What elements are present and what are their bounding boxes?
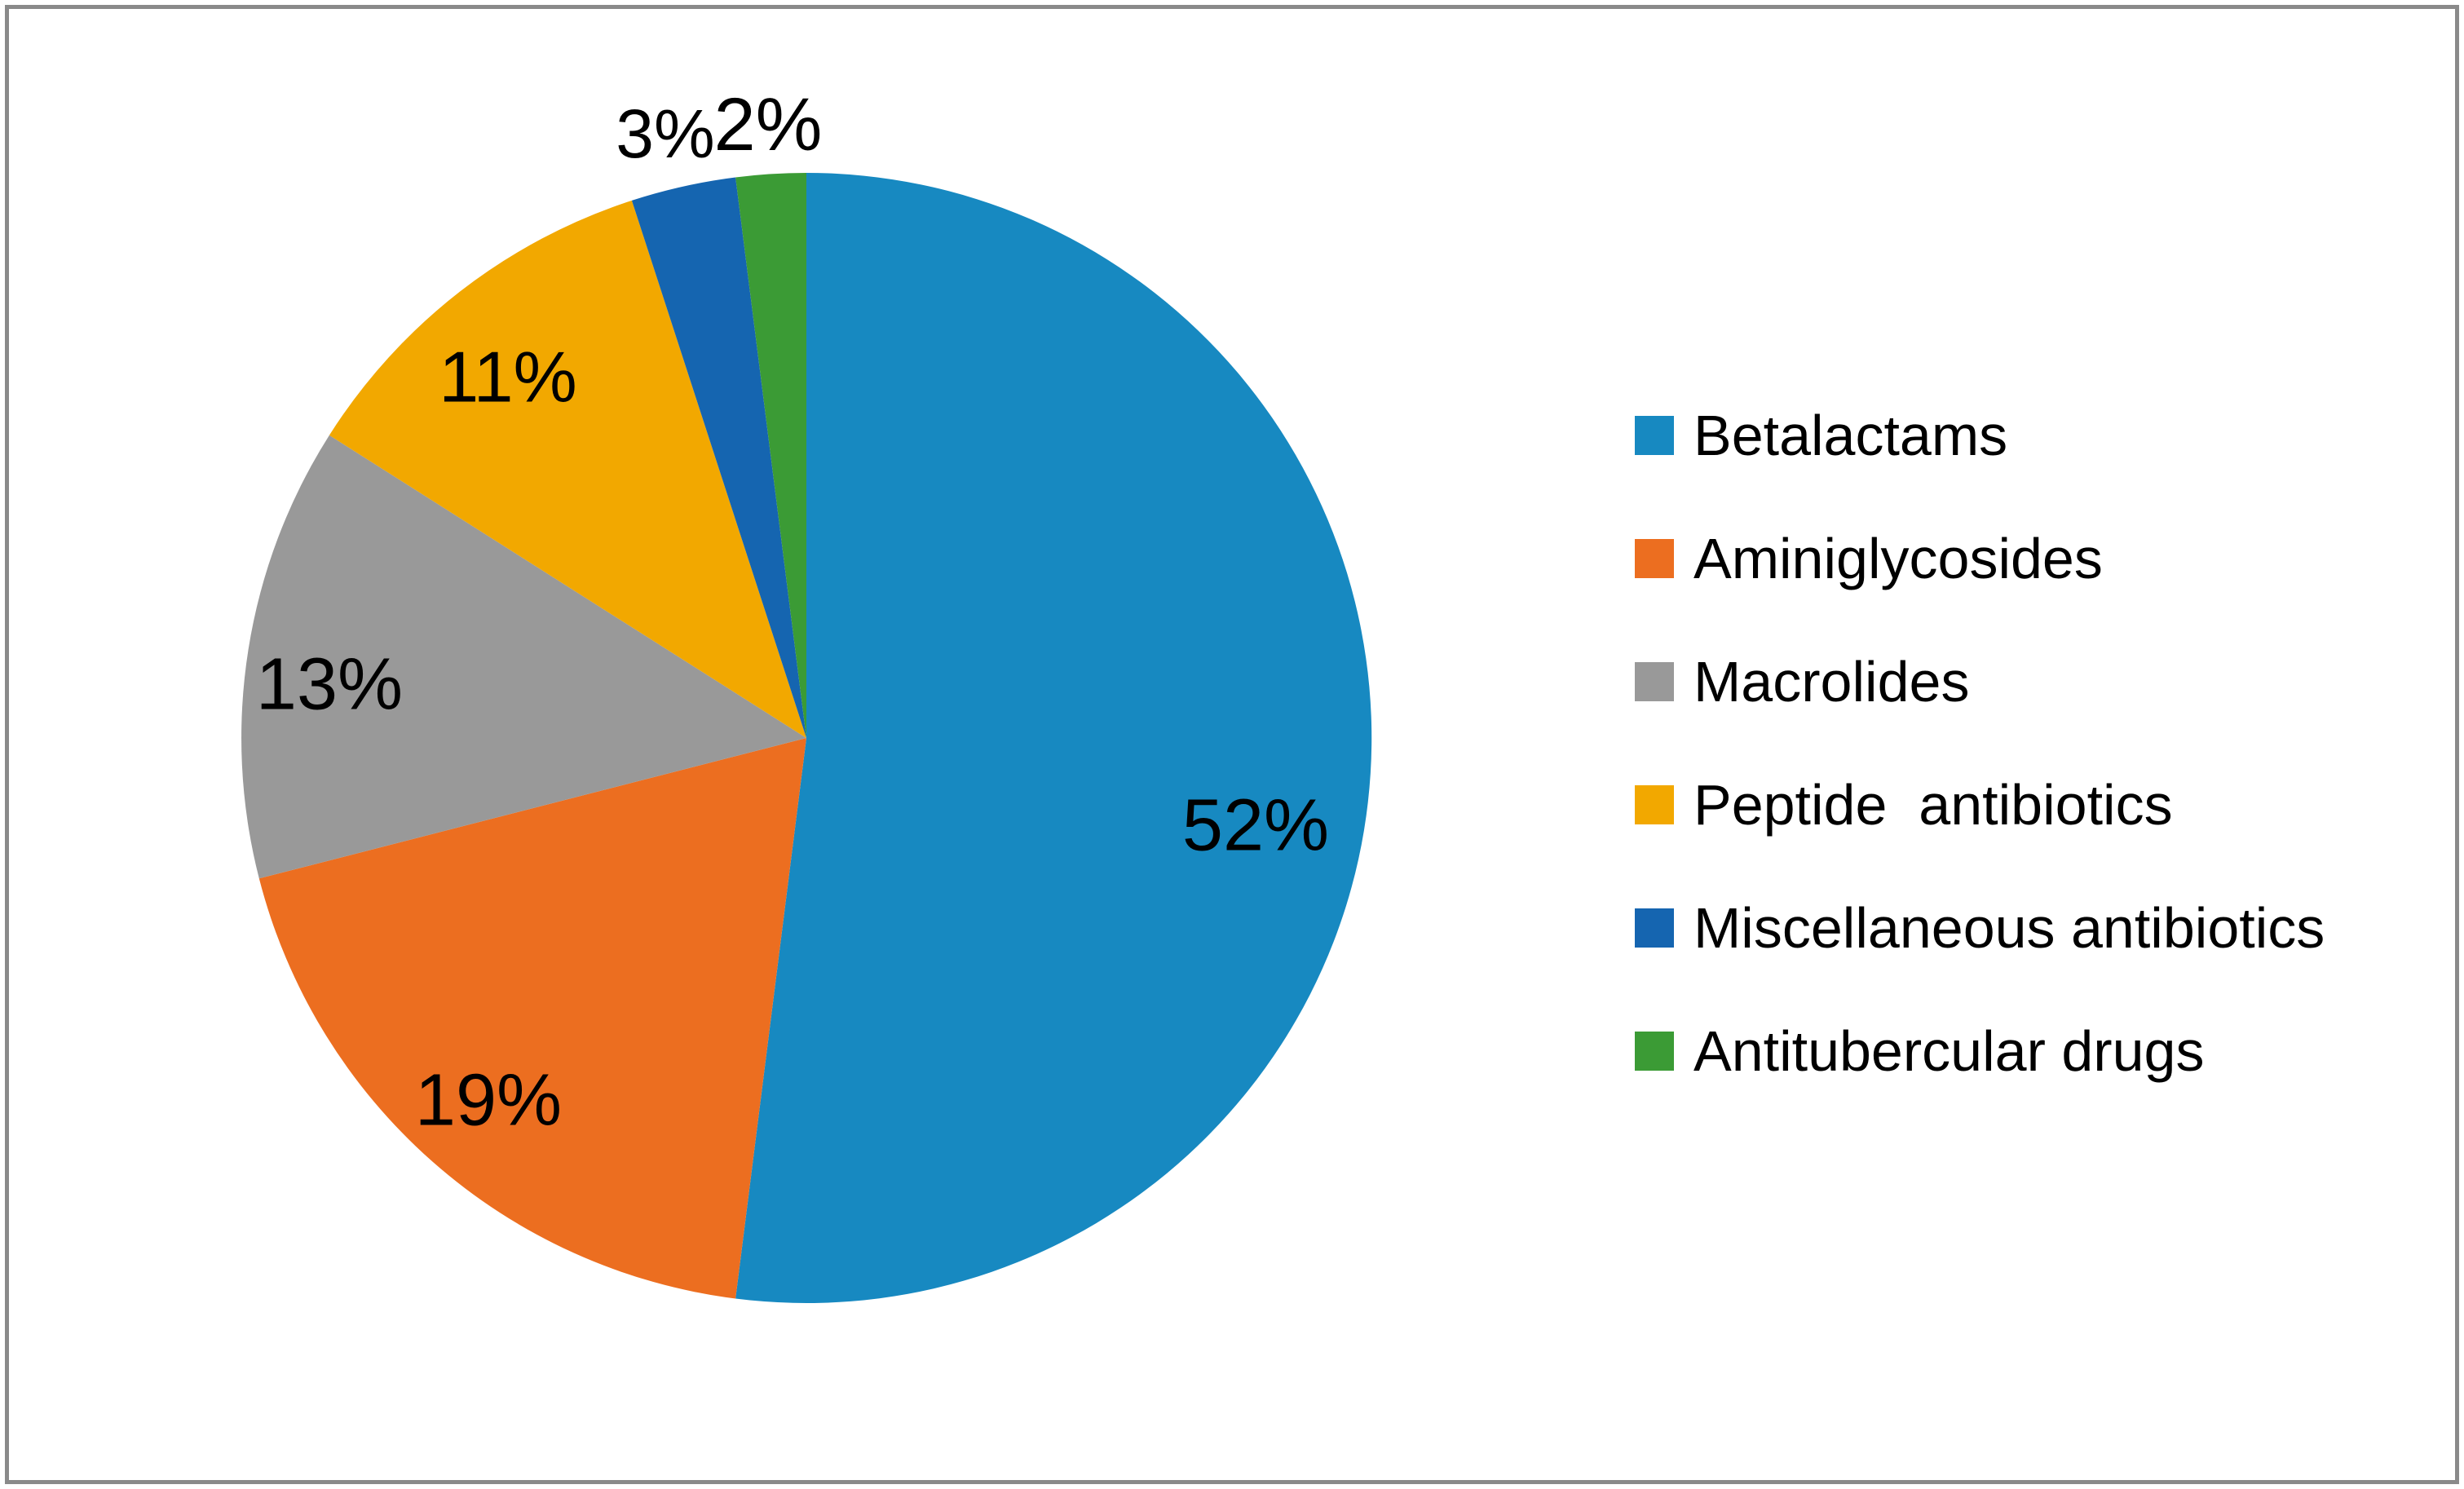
legend-swatch (1635, 1032, 1674, 1071)
legend-swatch (1635, 539, 1674, 578)
legend-item-macrolides: Macrolides (1635, 650, 2325, 714)
slice-percentage-label: 3% (616, 95, 714, 172)
legend-label: Miscellaneous antibiotics (1693, 896, 2325, 960)
legend-swatch (1635, 416, 1674, 455)
legend-swatch (1635, 785, 1674, 824)
legend-label: Aminiglycosides (1693, 527, 2103, 590)
legend: Betalactams Aminiglycosides Macrolides Pept… (1635, 404, 2325, 1155)
legend-item-antitubercular-drugs: Antitubercular drugs (1635, 1019, 2325, 1083)
slice-percentage-label: 19% (415, 1059, 562, 1141)
slice-percentage-label: 52% (1182, 784, 1329, 866)
pie-slice-betalactams (735, 172, 1372, 1303)
legend-item-miscellaneous-antibiotics: Miscellaneous antibiotics (1635, 896, 2325, 960)
legend-label: Peptide antibiotics (1693, 773, 2173, 837)
pie-slice-macrolides (241, 435, 806, 879)
pie-slice-aminiglycosides (258, 738, 806, 1299)
legend-item-betalactams: Betalactams (1635, 404, 2325, 467)
legend-item-peptide-antibiotics: Peptide antibiotics (1635, 773, 2325, 837)
legend-item-aminiglycosides: Aminiglycosides (1635, 527, 2325, 590)
slice-percentage-label: 2% (714, 83, 823, 166)
legend-label: Macrolides (1693, 650, 1970, 714)
legend-label: Betalactams (1693, 404, 2008, 467)
legend-label: Antitubercular drugs (1693, 1019, 2205, 1083)
pie-slice-miscellaneous-antibiotics (631, 177, 806, 738)
pie-slice-antitubercular-drugs (735, 173, 806, 738)
slice-percentage-label: 13% (256, 643, 403, 725)
pie-slices-group (241, 172, 1372, 1303)
legend-swatch (1635, 662, 1674, 701)
legend-swatch (1635, 908, 1674, 948)
pie-labels-group: 52% 19% 13% 11% 3%2% (256, 83, 1329, 1141)
slice-percentage-label: 11% (439, 337, 577, 418)
pie-slice-peptide-antibiotics (329, 200, 806, 738)
